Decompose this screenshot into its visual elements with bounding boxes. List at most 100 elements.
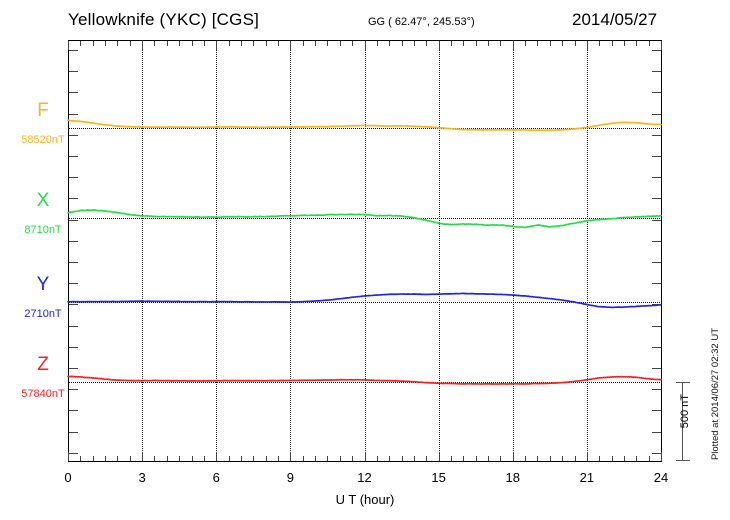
- baseline-X: [68, 218, 662, 219]
- tick-top-14.5: [426, 41, 428, 46]
- tick-bottom-20.5: [574, 456, 576, 461]
- tick-top-21: [586, 41, 588, 50]
- tick-right: [652, 262, 661, 263]
- tick-right: [652, 389, 661, 390]
- component-value-F: 58520nT: [21, 134, 65, 146]
- tick-bottom-13: [389, 456, 391, 461]
- component-letter-Z: Z: [37, 354, 49, 375]
- tick-top-12.5: [376, 41, 378, 46]
- tick-left: [69, 389, 78, 390]
- geographic-coordinates: GG ( 62.47°, 245.53°): [368, 16, 475, 28]
- tick-top-23: [636, 41, 638, 46]
- trace-Y: [67, 292, 662, 309]
- tick-right: [652, 220, 661, 221]
- tick-bottom-11: [339, 456, 341, 461]
- baseline-F: [68, 128, 662, 129]
- tick-top-19: [537, 41, 539, 46]
- tick-top-0.5: [80, 41, 82, 46]
- tick-right: [652, 432, 661, 433]
- x-tick-label-6: 6: [212, 470, 220, 485]
- tick-bottom-3.5: [154, 456, 156, 461]
- trace-X: [67, 209, 662, 229]
- tick-left: [69, 326, 78, 327]
- tick-bottom-4: [166, 456, 168, 461]
- tick-top-18.5: [525, 41, 527, 46]
- tick-bottom-13.5: [401, 456, 403, 461]
- x-tick-label-18: 18: [505, 470, 520, 485]
- tick-left: [69, 241, 78, 242]
- x-tick-label-24: 24: [653, 470, 669, 485]
- tick-bottom-2: [117, 456, 119, 461]
- baseline-Z: [68, 382, 662, 383]
- tick-bottom-22.5: [623, 456, 625, 461]
- tick-left: [69, 347, 78, 348]
- component-value-Y: 2710nT: [24, 308, 62, 320]
- tick-bottom-11.5: [352, 456, 354, 461]
- tick-top-0: [68, 41, 69, 50]
- x-tick-label-12: 12: [357, 470, 372, 485]
- tick-left: [69, 71, 78, 72]
- tick-right: [652, 410, 661, 411]
- tick-right: [652, 347, 661, 348]
- tick-bottom-1: [92, 456, 94, 461]
- tick-top-10: [315, 41, 317, 46]
- tick-bottom-22: [611, 456, 613, 461]
- tick-top-13: [389, 41, 391, 46]
- tick-top-10.5: [327, 41, 329, 46]
- tick-bottom-18: [512, 452, 514, 461]
- gridline-hour-15: [438, 41, 440, 461]
- tick-bottom-10.5: [327, 456, 329, 461]
- date-label: 2014/05/27: [572, 10, 658, 29]
- tick-top-15: [438, 41, 440, 50]
- tick-right: [652, 50, 661, 51]
- tick-bottom-8: [265, 456, 267, 461]
- tick-bottom-18.5: [525, 456, 527, 461]
- gridline-hour-18: [512, 41, 514, 461]
- tick-bottom-16.5: [475, 456, 477, 461]
- tick-left: [69, 198, 78, 199]
- tick-top-24: [661, 41, 662, 50]
- trace-container: [67, 119, 662, 385]
- tick-bottom-6.5: [228, 456, 230, 461]
- component-value-Z: 57840nT: [21, 388, 65, 400]
- tick-bottom-19: [537, 456, 539, 461]
- component-letter-F: F: [37, 100, 49, 121]
- tick-bottom-21.5: [599, 456, 601, 461]
- tick-top-6: [216, 41, 218, 50]
- tick-bottom-7.5: [253, 456, 255, 461]
- tick-right: [652, 135, 661, 136]
- tick-left: [69, 304, 78, 305]
- trace-Z: [67, 375, 662, 385]
- tick-bottom-16: [463, 456, 465, 461]
- tick-bottom-15.5: [450, 456, 452, 461]
- tick-top-8: [265, 41, 267, 46]
- tick-bottom-2.5: [129, 456, 131, 461]
- tick-left: [69, 114, 78, 115]
- tick-bottom-23.5: [648, 456, 650, 461]
- tick-top-14: [413, 41, 415, 46]
- tick-bottom-10: [315, 456, 317, 461]
- component-letter-X: X: [36, 190, 50, 211]
- tick-right: [652, 283, 661, 284]
- x-tick-label-3: 3: [138, 470, 146, 485]
- tick-top-22.5: [623, 41, 625, 46]
- tick-top-20: [562, 41, 564, 46]
- tick-left: [69, 262, 78, 263]
- tick-bottom-21: [586, 452, 588, 461]
- tick-bottom-17: [488, 456, 490, 461]
- x-tick-label-0: 0: [64, 470, 72, 485]
- tick-top-20.5: [574, 41, 576, 46]
- tick-right: [652, 198, 661, 199]
- tick-left: [69, 432, 78, 433]
- tick-bottom-0.5: [80, 456, 82, 461]
- tick-bottom-5.5: [203, 456, 205, 461]
- tick-top-21.5: [599, 41, 601, 46]
- tick-top-17.5: [500, 41, 502, 46]
- tick-top-16.5: [475, 41, 477, 46]
- tick-top-18: [512, 41, 514, 50]
- tick-bottom-6: [216, 452, 218, 461]
- tick-top-7.5: [253, 41, 255, 46]
- tick-bottom-14.5: [426, 456, 428, 461]
- tick-bottom-9.5: [302, 456, 304, 461]
- tick-top-4: [166, 41, 168, 46]
